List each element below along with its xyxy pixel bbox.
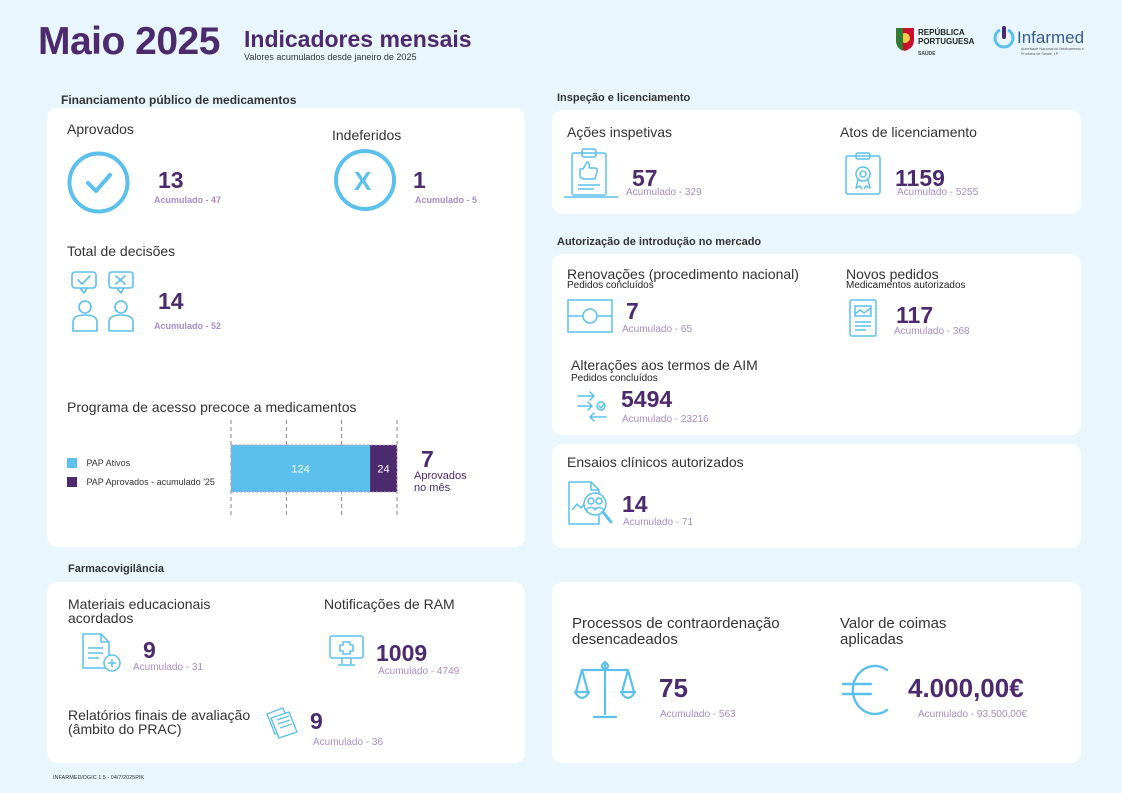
legend-swatch-ativos [67, 457, 77, 468]
ram-label: Notificações de RAM [324, 596, 455, 612]
novos-pedidos-label: Novos pedidos [846, 266, 939, 282]
clinical-trial-search-icon [568, 481, 613, 525]
legend-swatch-aprovados [67, 476, 77, 487]
atos-licenciamento-value: 1159 [895, 165, 945, 191]
legend-label-ativos: PAP Ativos [86, 457, 131, 468]
stacked-reports-icon [266, 707, 298, 739]
scales-of-justice-icon [573, 660, 637, 719]
certificate-icon [845, 152, 881, 195]
pap-label: Programa de acesso precoce a medicamento… [67, 399, 357, 415]
footer-code: INFARMED/DGIC 1.5 - 04/7/2025PIK [53, 775, 145, 781]
processos-label-line1: Processos de contraordenação [572, 615, 780, 632]
relatorios-acumulado: Acumulado - 36 [313, 737, 384, 748]
renovacoes-acumulado: Acumulado - 65 [622, 324, 693, 335]
total-decisoes-label: Total de decisões [67, 243, 176, 259]
legend-pap-ativos: PAP Ativos [67, 454, 130, 472]
alteracoes-sub: Pedidos concluídos [571, 373, 658, 384]
ram-acumulado: Acumulado - 4749 [378, 666, 460, 677]
check-circle-icon [67, 151, 130, 214]
coimas-label-line2: aplicadas [840, 631, 904, 648]
aprovados-acumulado: Acumulado - 47 [154, 195, 222, 205]
pap-bar-label-1: 24 [377, 464, 389, 476]
renovacoes-sub: Pedidos concluídos [567, 280, 654, 291]
acoes-inspetivas-label: Ações inspetivas [567, 124, 673, 140]
section-title-farmaco: Farmacovigilância [68, 563, 164, 575]
materiais-acumulado: Acumulado - 31 [133, 662, 204, 673]
materiais-label-line1: Materiais educacionais [68, 596, 211, 612]
materiais-value: 9 [143, 637, 156, 663]
page-title: Indicadores mensais [244, 26, 472, 52]
total-decisoes-value: 14 [158, 288, 184, 314]
decision-people-icon [71, 271, 134, 332]
pap-stacked-bar-chart: 124 24 [230, 420, 398, 516]
indeferidos-value: 1 [413, 167, 426, 193]
processos-acumulado: Acumulado - 563 [660, 709, 736, 720]
renovacoes-label: Renovações (procedimento nacional) [567, 266, 799, 282]
republica-portuguesa-logo: REPÚBLICA PORTUGUESA SAÚDE [894, 26, 984, 62]
section-title-financiamento: Financiamento público de medicamentos [61, 93, 297, 107]
ensaios-label: Ensaios clínicos autorizados [567, 454, 744, 470]
renovacoes-value: 7 [626, 298, 639, 324]
x-circle-letter: X [354, 166, 372, 196]
inspecao-card [552, 110, 1081, 214]
novos-pedidos-value: 117 [896, 302, 934, 328]
section-title-aim: Autorização de introdução no mercado [557, 236, 762, 248]
total-decisoes-acumulado: Acumulado - 52 [154, 321, 222, 331]
novos-pedidos-sub: Medicamentos autorizados [846, 280, 966, 291]
infarmed-logo: Infarmed Autoridade Nacional do Medicame… [993, 26, 1089, 62]
indeferidos-label: Indeferidos [332, 127, 402, 143]
indeferidos-acumulado: Acumulado - 5 [415, 195, 478, 205]
coimas-acumulado: Acumulado - 93.500,00€ [918, 709, 1027, 720]
medical-monitor-icon [329, 635, 364, 666]
legend-label-aprovados: PAP Aprovados - acumulado '25 [86, 476, 215, 487]
medicine-box-icon [849, 299, 877, 337]
coat-of-arms-icon [896, 28, 914, 51]
pap-bar-label-0: 124 [291, 464, 309, 476]
atos-licenciamento-acumulado: Acumulado - 5255 [897, 187, 979, 198]
ensaios-card [552, 444, 1081, 548]
aim-card [552, 254, 1081, 435]
acoes-inspetivas-acumulado: Acumulado - 329 [626, 187, 702, 198]
pap-value: 7 [421, 446, 434, 472]
coimas-label-line1: Valor de coimas [840, 615, 947, 632]
ensaios-value: 14 [622, 491, 648, 517]
relatorios-label-line1: Relatórios finais de avaliação [68, 707, 251, 723]
coimas-value: 4.000,00€ [908, 673, 1024, 703]
x-circle-icon [334, 149, 396, 211]
pap-value-label: Aprovados no mês [414, 470, 467, 494]
month-title: Maio 2025 [38, 20, 220, 63]
ram-value: 1009 [376, 640, 428, 666]
materiais-label-line2: acordados [68, 610, 134, 626]
document-add-icon [82, 633, 121, 672]
clipboard-thumbs-up-icon [564, 148, 618, 198]
arrows-exchange-icon [577, 391, 607, 422]
contraordenacao-card [552, 582, 1081, 763]
page-subtitle: Valores acumulados desde janeiro de 2025 [244, 52, 417, 62]
novos-pedidos-acumulado: Acumulado - 368 [894, 326, 970, 337]
section-title-inspecao: Inspeção e licenciamento [557, 92, 691, 104]
processos-label-line2: desencadeados [572, 631, 678, 648]
alteracoes-value: 5494 [621, 386, 673, 412]
ensaios-acumulado: Acumulado - 71 [623, 517, 694, 528]
acoes-inspetivas-value: 57 [632, 165, 658, 191]
relatorios-label-line2: (âmbito do PRAC) [68, 721, 182, 737]
relatorios-value: 9 [310, 708, 323, 734]
atos-licenciamento-label: Atos de licenciamento [840, 124, 977, 140]
renewal-document-icon [567, 299, 613, 333]
alteracoes-label: Alterações aos termos de AIM [571, 357, 758, 373]
legend-pap-aprovados: PAP Aprovados - acumulado '25 [67, 473, 215, 491]
pap-bar-aprovados [370, 445, 397, 492]
pap-bar-outline [230, 444, 398, 493]
aprovados-label: Aprovados [67, 121, 134, 137]
pap-bar-ativos [231, 445, 371, 492]
aprovados-value: 13 [158, 167, 184, 193]
euro-icon [841, 664, 889, 716]
alteracoes-acumulado: Acumulado - 23216 [622, 414, 709, 425]
infarmed-symbol-icon [993, 26, 1015, 49]
processos-value: 75 [659, 673, 688, 703]
